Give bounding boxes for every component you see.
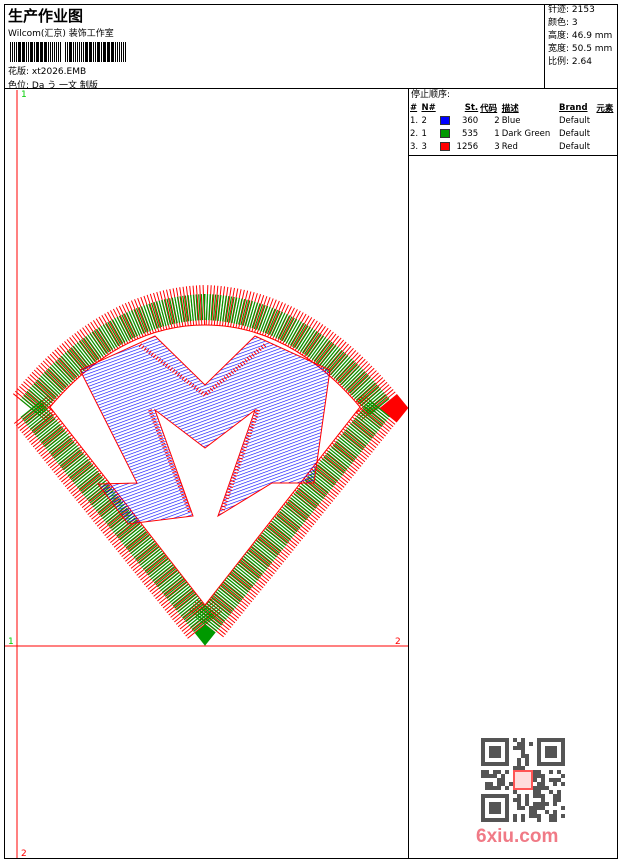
color-swatch-cell xyxy=(439,140,453,153)
divider xyxy=(409,155,618,156)
file-name: 花版: xt2026.EMB xyxy=(8,67,87,77)
color-swatch xyxy=(439,115,450,125)
m-letter xyxy=(79,335,331,525)
marker-left: 1 xyxy=(8,637,14,647)
row-index: 2. xyxy=(410,128,419,139)
color-swatch-cell xyxy=(439,114,453,127)
row-needle: 2 xyxy=(421,115,427,126)
row-stitches: 360 xyxy=(461,115,479,126)
table-row: 3. 3 1256 3 Red Default xyxy=(409,140,617,153)
page-title: 生产作业图 xyxy=(8,7,84,25)
row-index: 1. xyxy=(410,115,419,126)
color-swatch xyxy=(439,141,450,151)
row-element xyxy=(595,127,617,140)
col-header xyxy=(439,101,453,114)
row-code: 2 xyxy=(494,115,500,126)
col-header: Brand xyxy=(558,102,588,113)
barcode xyxy=(10,42,126,62)
marker-bottom: 2 xyxy=(21,849,27,858)
table-row: 1. 2 360 2 Blue Default xyxy=(409,114,617,127)
header: 生产作业图 Wilcom(汇京) 装饰工作室 花版: xt2026.EMB 色位… xyxy=(4,4,618,91)
col-header: # xyxy=(410,102,418,113)
height: 高度: 46.9 mm xyxy=(548,31,613,41)
color-count: 颜色: 3 xyxy=(548,18,578,28)
col-header: 描述 xyxy=(501,103,519,114)
col-header: St. xyxy=(464,102,479,113)
design-preview: 1 1 2 2 xyxy=(5,90,408,858)
shield-border xyxy=(5,284,408,661)
width: 宽度: 50.5 mm xyxy=(548,44,613,54)
scale: 比例: 2.64 xyxy=(548,57,592,67)
col-header: 元素 xyxy=(596,103,614,114)
col-header: N# xyxy=(421,102,436,113)
row-needle: 1 xyxy=(421,128,427,139)
stitch-count: 针迹: 2153 xyxy=(548,5,595,15)
color-swatch xyxy=(439,128,450,138)
watermark-logo: 6xiu.com xyxy=(476,826,559,847)
qr-code xyxy=(481,738,565,822)
color-swatch-cell xyxy=(439,127,453,140)
design-stats: 针迹: 2153 颜色: 3 高度: 46.9 mm 宽度: 50.5 mm 比… xyxy=(544,4,618,89)
col-header: 代码 xyxy=(480,103,498,114)
marker-right: 2 xyxy=(395,637,401,647)
row-index: 3. xyxy=(410,141,419,152)
row-description: Red xyxy=(501,141,518,152)
page-frame xyxy=(4,4,618,859)
row-description: Blue xyxy=(501,115,521,126)
stop-sequence-panel: 停止顺序: # N# St. 代码 描述 Brand 元素 1. 2 360 2… xyxy=(409,89,618,153)
marker-top: 1 xyxy=(21,90,27,100)
row-stitches: 535 xyxy=(461,128,479,139)
color-info: 色位: Da う 一文 制版 xyxy=(8,81,98,91)
row-element xyxy=(595,140,617,153)
row-brand: Default xyxy=(558,128,591,139)
stop-sequence-table: # N# St. 代码 描述 Brand 元素 1. 2 360 2 Blue … xyxy=(409,101,617,153)
row-code: 1 xyxy=(494,128,500,139)
row-stitches: 1256 xyxy=(456,141,479,152)
table-row: 2. 1 535 1 Dark Green Default xyxy=(409,127,617,140)
row-element xyxy=(595,114,617,127)
stop-sequence-caption: 停止顺序: xyxy=(411,90,451,100)
row-brand: Default xyxy=(558,115,591,126)
divider xyxy=(408,89,409,859)
company-name: Wilcom(汇京) 装饰工作室 xyxy=(8,29,114,39)
row-code: 3 xyxy=(494,141,500,152)
row-needle: 3 xyxy=(421,141,427,152)
row-description: Dark Green xyxy=(501,128,551,139)
row-brand: Default xyxy=(558,141,591,152)
